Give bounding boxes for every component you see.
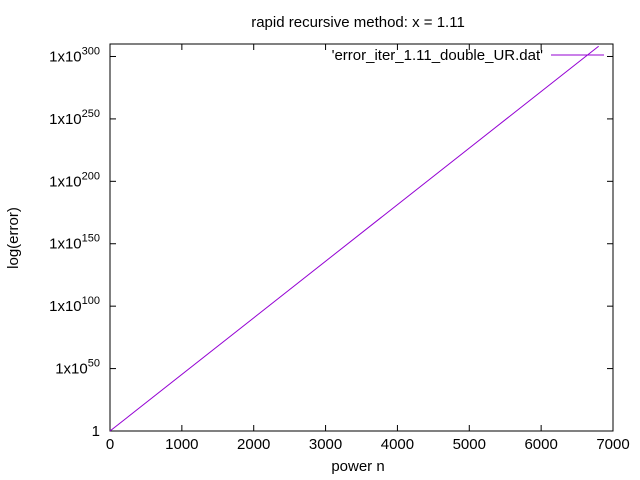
y-tick-label: 1x10300 <box>49 45 100 65</box>
y-axis-ticks: 1 1x1050 1x10100 1x10150 1x10200 1x10250 1x103… <box>49 45 613 440</box>
x-tick-label: 4000 <box>381 436 414 453</box>
x-tick-label: 1000 <box>165 436 198 453</box>
y-axis-label: log(error) <box>5 207 22 269</box>
y-tick-label: 1x10250 <box>49 108 100 128</box>
x-tick-label: 3000 <box>309 436 342 453</box>
y-tick-label: 1x10150 <box>49 233 100 253</box>
chart-title: rapid recursive method: x = 1.11 <box>251 14 465 31</box>
x-tick-label: 2000 <box>237 436 270 453</box>
x-tick-label: 0 <box>106 436 114 453</box>
x-tick-label: 6000 <box>524 436 557 453</box>
y-tick-label: 1x1050 <box>55 358 100 378</box>
series-layer <box>109 45 599 432</box>
x-axis-ticks: 0 1000 2000 3000 4000 5000 6000 7000 <box>106 44 630 453</box>
x-tick-label: 5000 <box>453 436 486 453</box>
y-tick-label: 1x10200 <box>49 170 100 190</box>
x-tick-label: 7000 <box>596 436 629 453</box>
y-tick-label: 1x10100 <box>49 295 100 315</box>
series-line <box>109 45 599 432</box>
y-tick-label: 1 <box>92 423 100 440</box>
x-axis-label: power n <box>331 458 384 475</box>
plot-frame <box>109 43 614 432</box>
legend-label: 'error_iter_1.11_double_UR.dat' <box>332 47 544 64</box>
